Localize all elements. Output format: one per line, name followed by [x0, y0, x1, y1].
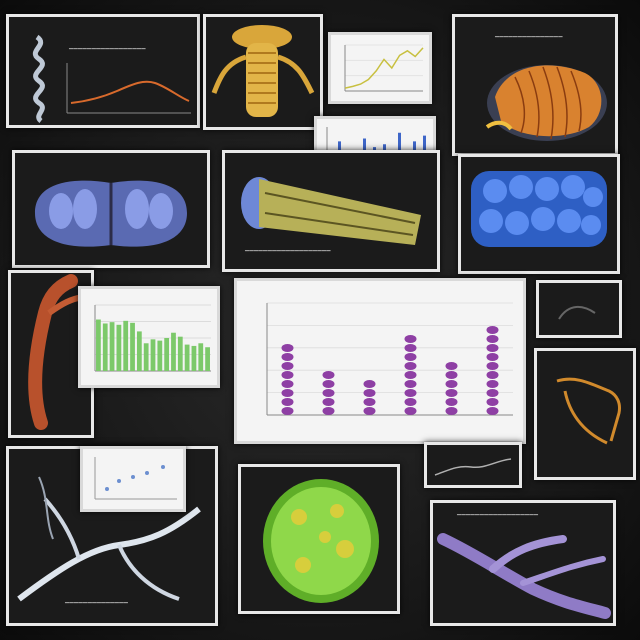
bar: [150, 339, 156, 371]
bar: [116, 324, 122, 371]
tube-icon: [241, 177, 421, 245]
panel-spiral-plot: ━━━━━━━━━━━━━━━━━: [6, 14, 200, 128]
bar-segment: [445, 389, 458, 397]
bar-segment: [281, 389, 294, 397]
wire-icon: [556, 377, 621, 445]
bar: [130, 322, 135, 371]
panel-purple-organ: [12, 150, 210, 268]
bar-segment: [281, 353, 294, 361]
bar-segment: [404, 371, 417, 379]
bar-segment: [404, 380, 417, 388]
bar-segment: [404, 344, 417, 352]
organ-icon: [485, 65, 607, 141]
bar-segment: [486, 398, 499, 406]
panel-green-cell: [238, 464, 400, 614]
bar-segment: [322, 389, 335, 397]
panel-caption: ━━━━━━━━━━━━━━━━━━━: [245, 247, 331, 255]
line-chart-icon: [434, 458, 512, 476]
line-chart-icon: [344, 44, 424, 92]
series-line: [344, 47, 424, 89]
bar-segment: [445, 407, 458, 415]
bar-segment: [322, 407, 335, 415]
bar-segment: [363, 389, 376, 397]
bar-segment: [486, 371, 499, 379]
bar-segment: [404, 362, 417, 370]
bar: [123, 320, 129, 371]
bar-chart-icon: [266, 302, 513, 416]
bar: [171, 332, 176, 371]
bar-segment: [281, 380, 294, 388]
bar-segment: [445, 371, 458, 379]
bar-segment: [281, 398, 294, 406]
bar-segment: [445, 380, 458, 388]
bar-segment: [445, 362, 458, 370]
bar-segment: [281, 344, 294, 352]
bar: [164, 338, 170, 371]
branch-icon: [437, 533, 611, 619]
panel-caption: ━━━━━━━━━━━━━━━━━━: [457, 511, 539, 519]
lobed-organ-icon: [35, 180, 187, 247]
scatter-chart-icon: [94, 457, 177, 500]
panel-caption: ━━━━━━━━━━━━━━: [65, 599, 129, 607]
panel-violet-branch: ━━━━━━━━━━━━━━━━━━: [430, 500, 616, 626]
bar: [96, 319, 101, 371]
panel-orange-wire: [534, 348, 636, 480]
bar-segment: [281, 362, 294, 370]
bar-segment: [363, 380, 376, 388]
cell-icon: [263, 479, 379, 603]
bar-segment: [363, 407, 376, 415]
bar-segment: [486, 326, 499, 334]
bar: [184, 344, 190, 371]
bar-segment: [322, 398, 335, 406]
panel-caption: ━━━━━━━━━━━━━━━━━: [69, 45, 146, 53]
bar: [205, 347, 210, 371]
bar-segment: [281, 407, 294, 415]
panel-scatter-chart: [80, 446, 186, 512]
panel-yellow-skeleton: [203, 14, 323, 130]
panel-blue-cells: [458, 154, 620, 274]
panel-dark-sketch: [536, 280, 622, 338]
bar: [143, 343, 149, 371]
bar-segment: [486, 335, 499, 343]
nerve-icon: [17, 476, 201, 602]
bar: [157, 340, 163, 371]
bar: [198, 343, 204, 371]
bar-segment: [322, 380, 335, 388]
bar-segment: [486, 389, 499, 397]
bar-segment: [486, 380, 499, 388]
bar: [109, 322, 115, 371]
bar-segment: [322, 371, 335, 379]
bar-segment: [281, 371, 294, 379]
bar-segment: [486, 407, 499, 415]
bar: [136, 331, 142, 371]
bar-segment: [363, 398, 376, 406]
bar-segment: [404, 398, 417, 406]
bar: [102, 323, 108, 371]
bar-segment: [445, 398, 458, 406]
bar: [191, 345, 197, 371]
bar-segment: [486, 344, 499, 352]
panel-dark-line-chart: [424, 442, 522, 488]
panel-line-chart-small: [328, 32, 432, 104]
sketch-icon: [558, 306, 596, 320]
bar-segment: [486, 353, 499, 361]
bar-segment: [404, 407, 417, 415]
bar-segment: [404, 353, 417, 361]
bar-segment: [486, 362, 499, 370]
bar-segment: [404, 335, 417, 343]
bar-segment: [404, 389, 417, 397]
bar-chart-icon: [94, 304, 211, 372]
cell-cluster-icon: [471, 171, 607, 247]
skeleton-icon: [211, 25, 315, 117]
panel-orange-organ: ━━━━━━━━━━━━━━━: [452, 14, 618, 156]
panel-caption: ━━━━━━━━━━━━━━━: [495, 33, 563, 41]
spiral-icon: [32, 34, 191, 123]
bar: [177, 336, 183, 371]
panel-cylinder: ━━━━━━━━━━━━━━━━━━━: [222, 150, 440, 272]
panel-purple-bar-chart: [234, 278, 526, 444]
panel-green-bar-chart: [78, 286, 220, 388]
